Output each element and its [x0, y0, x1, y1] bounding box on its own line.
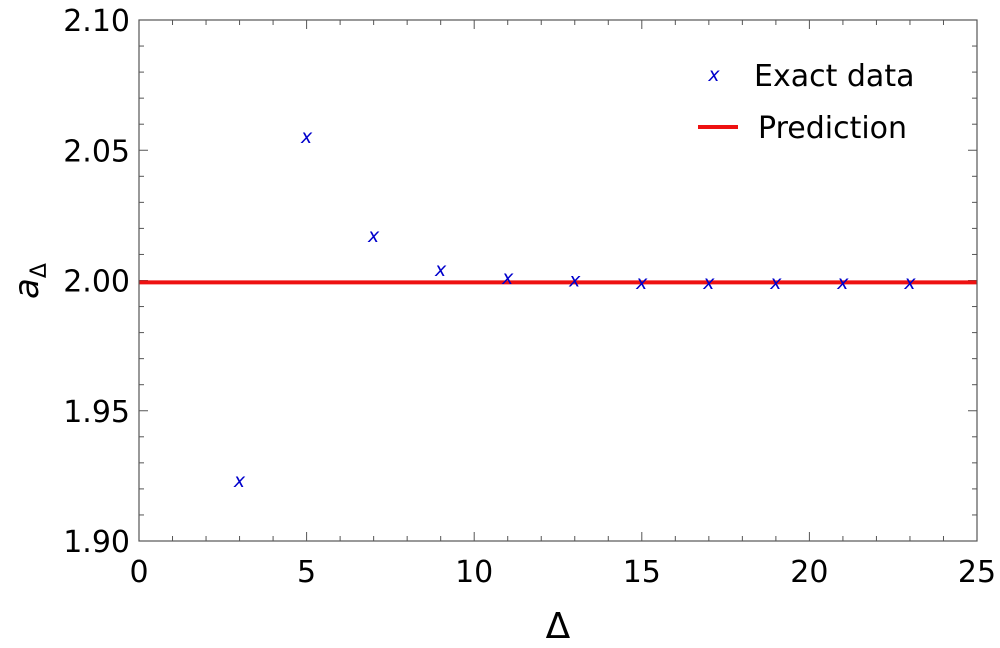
data-point: x: [568, 270, 581, 292]
data-point: x: [367, 225, 380, 247]
y-tick-label: 2.05: [63, 134, 130, 169]
x-tick-label: 10: [455, 555, 493, 590]
y-axis-title-subscript: Δ: [27, 263, 52, 278]
y-axis-title: aΔ: [7, 263, 52, 299]
x-tick-label: 5: [297, 555, 316, 590]
x-tick-label: 0: [129, 555, 148, 590]
y-tick-label: 1.90: [63, 525, 130, 560]
svg-text:aΔ: aΔ: [7, 263, 52, 299]
x-tick-label: 15: [623, 555, 661, 590]
exact-data-series: x x x x x x x x x x x: [233, 126, 916, 492]
minor-ticks: [139, 20, 977, 541]
plot-frame: [138, 19, 978, 542]
legend: x Exact data Prediction: [698, 59, 914, 146]
x-tick-labels: 0 5 10 15 20 25: [129, 555, 996, 590]
data-point: x: [233, 470, 246, 492]
x-axis-title: Δ: [546, 606, 571, 647]
data-point: x: [769, 272, 782, 294]
y-tick-labels: 1.90 1.95 2.00 2.05 2.10: [63, 4, 130, 560]
data-point: x: [300, 126, 313, 148]
data-point: x: [434, 259, 447, 281]
data-point: x: [635, 272, 648, 294]
data-point: x: [836, 272, 849, 294]
y-tick-label: 1.95: [63, 395, 130, 430]
legend-marker-exact-data: x: [707, 64, 720, 86]
data-point: x: [702, 272, 715, 294]
data-point: x: [501, 267, 514, 289]
y-tick-label: 2.00: [63, 265, 130, 300]
y-tick-label: 2.10: [63, 4, 130, 39]
data-point: x: [903, 272, 916, 294]
x-tick-label: 20: [790, 555, 828, 590]
x-tick-label: 25: [958, 555, 996, 590]
y-axis-title-main: a: [7, 278, 47, 299]
legend-label-exact-data: Exact data: [754, 59, 914, 94]
legend-label-prediction: Prediction: [758, 111, 907, 146]
